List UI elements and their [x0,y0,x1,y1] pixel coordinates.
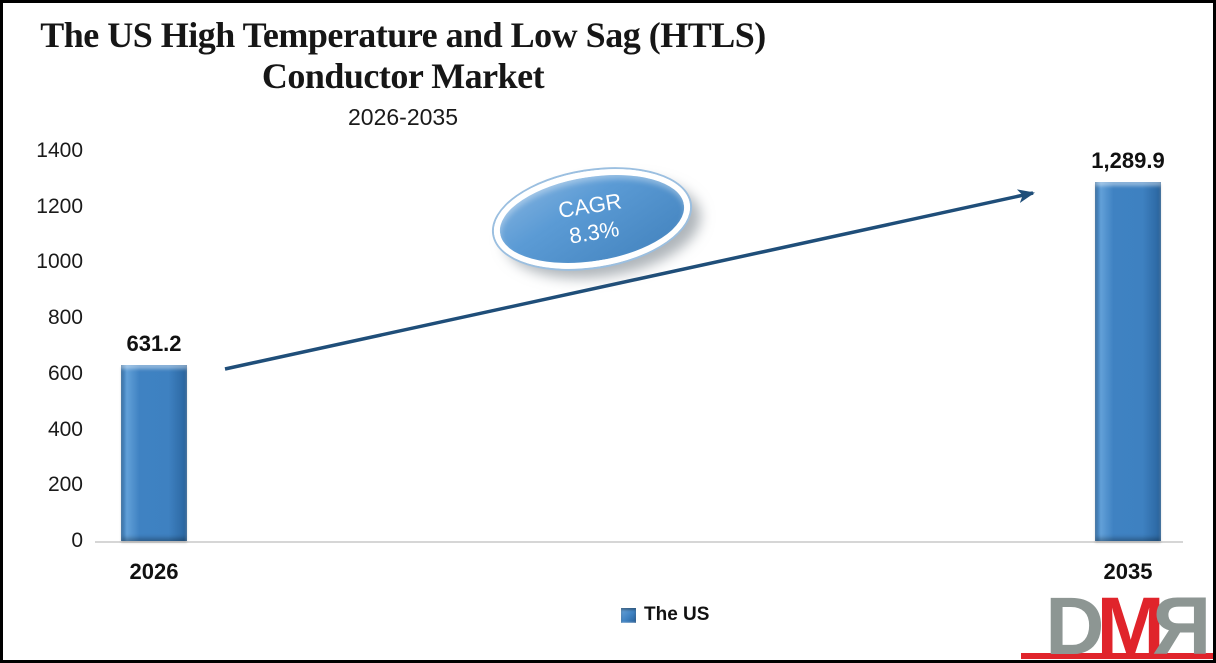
x-axis-label: 2035 [1103,559,1153,584]
dmr-logo: D M R [1021,581,1213,663]
title-block: The US High Temperature and Low Sag (HTL… [7,15,799,131]
y-axis-tick-label: 1400 [36,139,83,162]
logo-letter-d: D [1045,581,1104,663]
y-axis-tick-label: 800 [47,306,83,330]
trend-arrow-line [224,189,1035,371]
legend-marker-icon [621,607,636,623]
logo-underline [1021,653,1213,659]
x-axis-line [95,541,1183,543]
logo-letter-m: M [1096,581,1164,663]
y-axis-tick-label: 200 [47,473,83,497]
bar-value-label: 631.2 [126,331,182,356]
legend-label: The US [644,604,710,625]
y-axis-tick-label: 0 [71,529,83,552]
chart-title-line1: The US High Temperature and Low Sag (HTL… [40,15,766,55]
y-axis-tick-label: 1200 [36,194,83,218]
y-axis-tick-label: 600 [47,361,83,385]
y-axis-tick-label: 400 [47,417,83,441]
legend: The US [621,604,709,626]
x-axis-label: 2026 [129,559,179,584]
chart-subtitle: 2026-2035 [348,103,458,130]
y-axis-tick-label: 1000 [36,250,83,274]
chart-title-line2: Conductor Market [261,56,545,97]
bar-2026 [121,365,187,541]
logo-letter-r: R [1153,581,1211,663]
bar-value-label: 1,289.9 [1091,148,1165,173]
bar-2035 [1095,182,1161,541]
trend-arrow [224,189,1035,371]
